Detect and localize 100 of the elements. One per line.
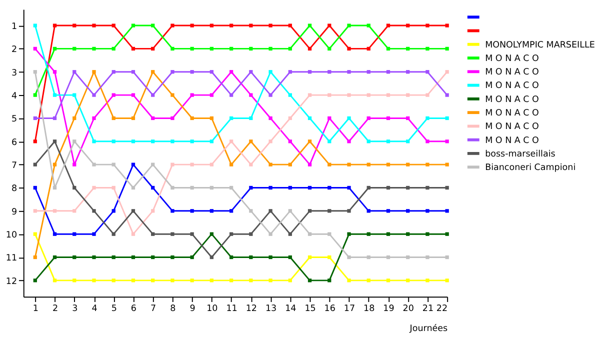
point bbox=[406, 116, 410, 120]
point bbox=[426, 93, 430, 97]
point bbox=[249, 93, 253, 97]
point bbox=[112, 186, 116, 190]
x-tick-label: 17 bbox=[344, 304, 356, 314]
point bbox=[406, 70, 410, 74]
point bbox=[366, 46, 370, 51]
point bbox=[210, 232, 214, 236]
x-tick-label: 11 bbox=[226, 304, 238, 314]
y-tick-label: 10 bbox=[6, 230, 18, 240]
point bbox=[386, 93, 390, 97]
point bbox=[249, 116, 253, 120]
point bbox=[92, 162, 96, 166]
point bbox=[288, 278, 292, 282]
point bbox=[92, 232, 96, 236]
point bbox=[170, 116, 174, 120]
point bbox=[92, 209, 96, 213]
point bbox=[366, 116, 370, 120]
point bbox=[229, 116, 234, 120]
point bbox=[328, 278, 332, 282]
point bbox=[112, 209, 116, 213]
x-tick-label: 13 bbox=[265, 304, 277, 314]
x-axis-title: Journées bbox=[408, 324, 448, 334]
point bbox=[170, 209, 174, 213]
point bbox=[288, 140, 292, 144]
legend-label: M O N A C O bbox=[485, 68, 540, 78]
point bbox=[151, 116, 155, 120]
point bbox=[268, 186, 272, 190]
point bbox=[210, 209, 214, 213]
point bbox=[112, 24, 116, 28]
point bbox=[366, 140, 370, 144]
point bbox=[386, 278, 390, 282]
point bbox=[170, 232, 174, 236]
point bbox=[386, 232, 390, 236]
point bbox=[72, 24, 76, 28]
point bbox=[249, 232, 253, 236]
point bbox=[52, 186, 57, 190]
point bbox=[347, 116, 351, 120]
point bbox=[170, 278, 174, 282]
legend-label: M O N A C O bbox=[485, 136, 540, 146]
point bbox=[92, 278, 96, 282]
x-tick-label: 14 bbox=[285, 304, 297, 314]
point bbox=[151, 93, 155, 97]
x-tick-label: 7 bbox=[150, 304, 156, 314]
point bbox=[426, 209, 430, 213]
point bbox=[131, 46, 136, 51]
point bbox=[229, 93, 234, 97]
point bbox=[229, 140, 234, 144]
point bbox=[445, 278, 449, 282]
point bbox=[347, 278, 351, 282]
point bbox=[366, 278, 370, 282]
y-tick-label: 1 bbox=[11, 22, 18, 32]
point bbox=[72, 46, 76, 51]
legend-label: Bianconeri Campioni bbox=[485, 163, 576, 174]
y-tick-label: 3 bbox=[11, 68, 18, 78]
point bbox=[249, 140, 253, 144]
point bbox=[131, 186, 136, 190]
point bbox=[288, 93, 292, 97]
point bbox=[288, 70, 292, 74]
point bbox=[249, 209, 253, 213]
x-tick-label: 19 bbox=[383, 304, 394, 314]
point bbox=[92, 255, 96, 260]
point bbox=[347, 46, 351, 51]
point bbox=[112, 278, 116, 282]
point bbox=[249, 278, 253, 282]
point bbox=[406, 209, 410, 213]
x-tick-label: 18 bbox=[364, 304, 375, 314]
point bbox=[210, 278, 214, 282]
point bbox=[347, 186, 351, 190]
point bbox=[210, 162, 214, 166]
point bbox=[170, 46, 174, 51]
point bbox=[190, 162, 194, 166]
point bbox=[72, 93, 76, 97]
point bbox=[229, 24, 234, 28]
point bbox=[170, 255, 174, 260]
point bbox=[52, 93, 57, 97]
point bbox=[328, 46, 332, 51]
point bbox=[308, 232, 312, 236]
point bbox=[151, 140, 155, 144]
x-tick-label: 16 bbox=[324, 304, 336, 314]
point bbox=[190, 116, 194, 120]
point bbox=[151, 70, 155, 74]
point bbox=[190, 255, 194, 260]
point bbox=[229, 70, 234, 74]
point bbox=[72, 116, 76, 120]
x-tick-label: 1 bbox=[32, 304, 38, 314]
point bbox=[308, 186, 312, 190]
point bbox=[406, 140, 410, 144]
point bbox=[445, 140, 449, 144]
point bbox=[190, 93, 194, 97]
point bbox=[308, 24, 312, 28]
point bbox=[210, 46, 214, 51]
point bbox=[328, 232, 332, 236]
point bbox=[210, 116, 214, 120]
point bbox=[151, 24, 155, 28]
point bbox=[92, 140, 96, 144]
point bbox=[426, 116, 430, 120]
point bbox=[268, 209, 272, 213]
point bbox=[112, 70, 116, 74]
y-tick-label: 7 bbox=[11, 160, 18, 171]
